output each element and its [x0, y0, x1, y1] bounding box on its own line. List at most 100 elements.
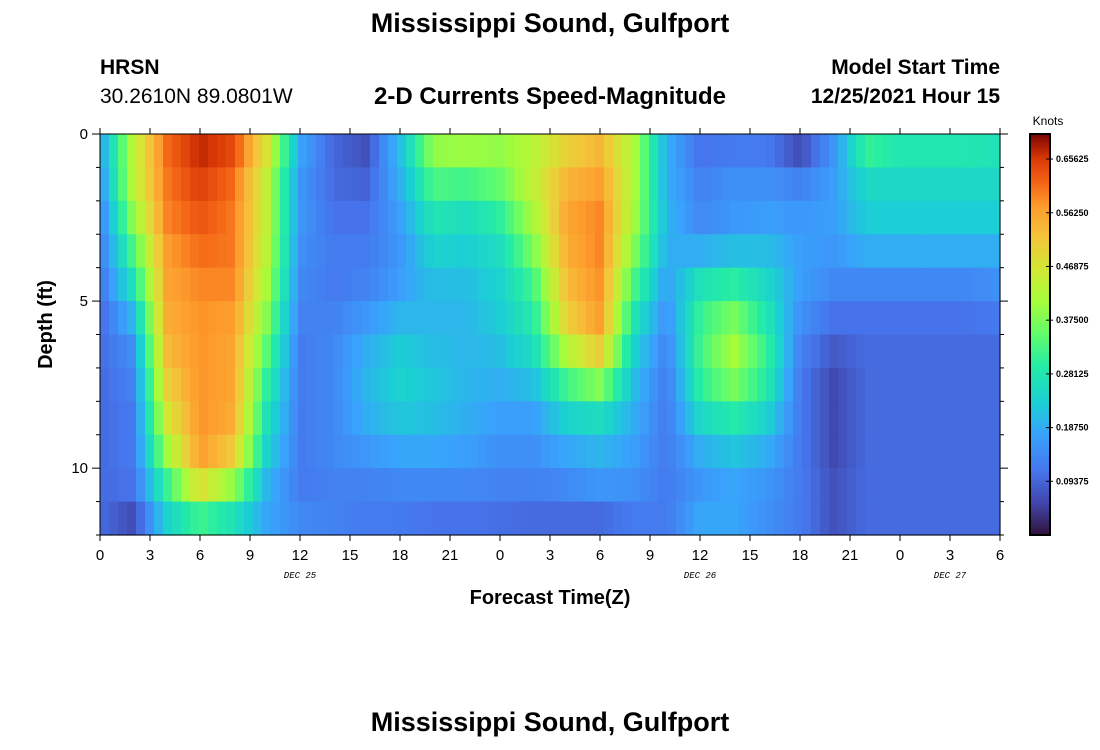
model-start-time: 12/25/2021 Hour 15 — [810, 85, 1000, 108]
heatmap-cell — [271, 301, 281, 336]
heatmap-cell — [964, 468, 974, 503]
heatmap-cell — [433, 200, 443, 235]
heatmap-cell — [190, 234, 200, 269]
heatmap-cell — [784, 401, 794, 436]
heatmap-cell — [451, 301, 461, 336]
heatmap-cell — [415, 167, 425, 202]
heatmap-cell — [928, 134, 938, 169]
heatmap-cell — [856, 434, 866, 469]
x-tick-label: 12 — [692, 547, 709, 564]
heatmap-cell — [433, 501, 443, 536]
heatmap-cell — [307, 134, 317, 169]
heatmap-cell — [640, 301, 650, 336]
heatmap-cell — [703, 468, 713, 503]
heatmap-cell — [496, 501, 506, 536]
heatmap-cell — [883, 334, 893, 369]
heatmap-cell — [172, 301, 182, 336]
heatmap-cell — [973, 167, 983, 202]
heatmap-cell — [595, 200, 605, 235]
heatmap-cell — [667, 200, 677, 235]
heatmap-cell — [784, 468, 794, 503]
heatmap-cell — [694, 468, 704, 503]
heatmap-cell — [190, 167, 200, 202]
date-label: DEC 25 — [284, 571, 317, 581]
heatmap-cell — [532, 167, 542, 202]
heatmap-cell — [271, 501, 281, 536]
heatmap-cell — [496, 434, 506, 469]
heatmap-cell — [541, 200, 551, 235]
heatmap-cell — [172, 234, 182, 269]
heatmap-cell — [838, 301, 848, 336]
heatmap-cell — [676, 434, 686, 469]
heatmap-cell — [388, 468, 398, 503]
heatmap-cell — [217, 401, 227, 436]
heatmap-cell — [307, 401, 317, 436]
heatmap-cell — [199, 267, 209, 302]
station-coordinates: 30.2610N 89.0801W — [100, 85, 293, 108]
heatmap-cell — [388, 367, 398, 402]
heatmap-cell — [757, 468, 767, 503]
heatmap-cell — [874, 468, 884, 503]
heatmap-cell — [397, 134, 407, 169]
heatmap-cell — [721, 234, 731, 269]
heatmap-cell — [307, 301, 317, 336]
heatmap-cell — [352, 134, 362, 169]
heatmap-cell — [739, 134, 749, 169]
heatmap-cell — [937, 401, 947, 436]
heatmap-cell — [685, 334, 695, 369]
heatmap-cell — [703, 501, 713, 536]
heatmap-cell — [397, 334, 407, 369]
heatmap-cell — [946, 501, 956, 536]
heatmap-cell — [757, 334, 767, 369]
heatmap-cell — [550, 267, 560, 302]
heatmap-cell — [874, 434, 884, 469]
heatmap-cell — [946, 367, 956, 402]
heatmap-cell — [307, 367, 317, 402]
heatmap-cell — [334, 334, 344, 369]
heatmap-cell — [388, 434, 398, 469]
heatmap-cell — [532, 434, 542, 469]
heatmap-cell — [658, 468, 668, 503]
heatmap-cell — [892, 301, 902, 336]
heatmap-cell — [901, 267, 911, 302]
heatmap-cell — [649, 134, 659, 169]
heatmap-cell — [973, 334, 983, 369]
heatmap-cell — [343, 367, 353, 402]
x-tick-label: 3 — [946, 547, 954, 564]
heatmap-cell — [388, 334, 398, 369]
heatmap-cell — [649, 334, 659, 369]
heatmap-cell — [217, 234, 227, 269]
heatmap-cell — [118, 167, 128, 202]
heatmap-cell — [541, 234, 551, 269]
heatmap-cell — [406, 501, 416, 536]
heatmap-cell — [163, 434, 173, 469]
heatmap-cell — [775, 434, 785, 469]
heatmap-cell — [757, 434, 767, 469]
heatmap-cell — [262, 367, 272, 402]
heatmap-cell — [127, 234, 137, 269]
heatmap-cell — [793, 367, 803, 402]
heatmap-cell — [181, 468, 191, 503]
heatmap-cell — [604, 434, 614, 469]
heatmap-cell — [784, 134, 794, 169]
heatmap-cell — [190, 267, 200, 302]
x-tick-label: 21 — [842, 547, 859, 564]
heatmap-cell — [991, 434, 1001, 469]
heatmap-cell — [280, 401, 290, 436]
heatmap-cell — [802, 167, 812, 202]
heatmap-cell — [676, 267, 686, 302]
heatmap-cell — [919, 434, 929, 469]
heatmap-cell — [649, 267, 659, 302]
heatmap-cell — [469, 468, 479, 503]
heatmap-cell — [343, 468, 353, 503]
heatmap-cell — [325, 401, 335, 436]
heatmap-cell — [784, 167, 794, 202]
heatmap-cell — [730, 200, 740, 235]
heatmap-cell — [613, 134, 623, 169]
heatmap-cell — [631, 167, 641, 202]
heatmap-cell — [766, 301, 776, 336]
colorbar-tick-label: 0.28125 — [1056, 369, 1089, 379]
heatmap-cell — [181, 501, 191, 536]
heatmap-cell — [766, 134, 776, 169]
